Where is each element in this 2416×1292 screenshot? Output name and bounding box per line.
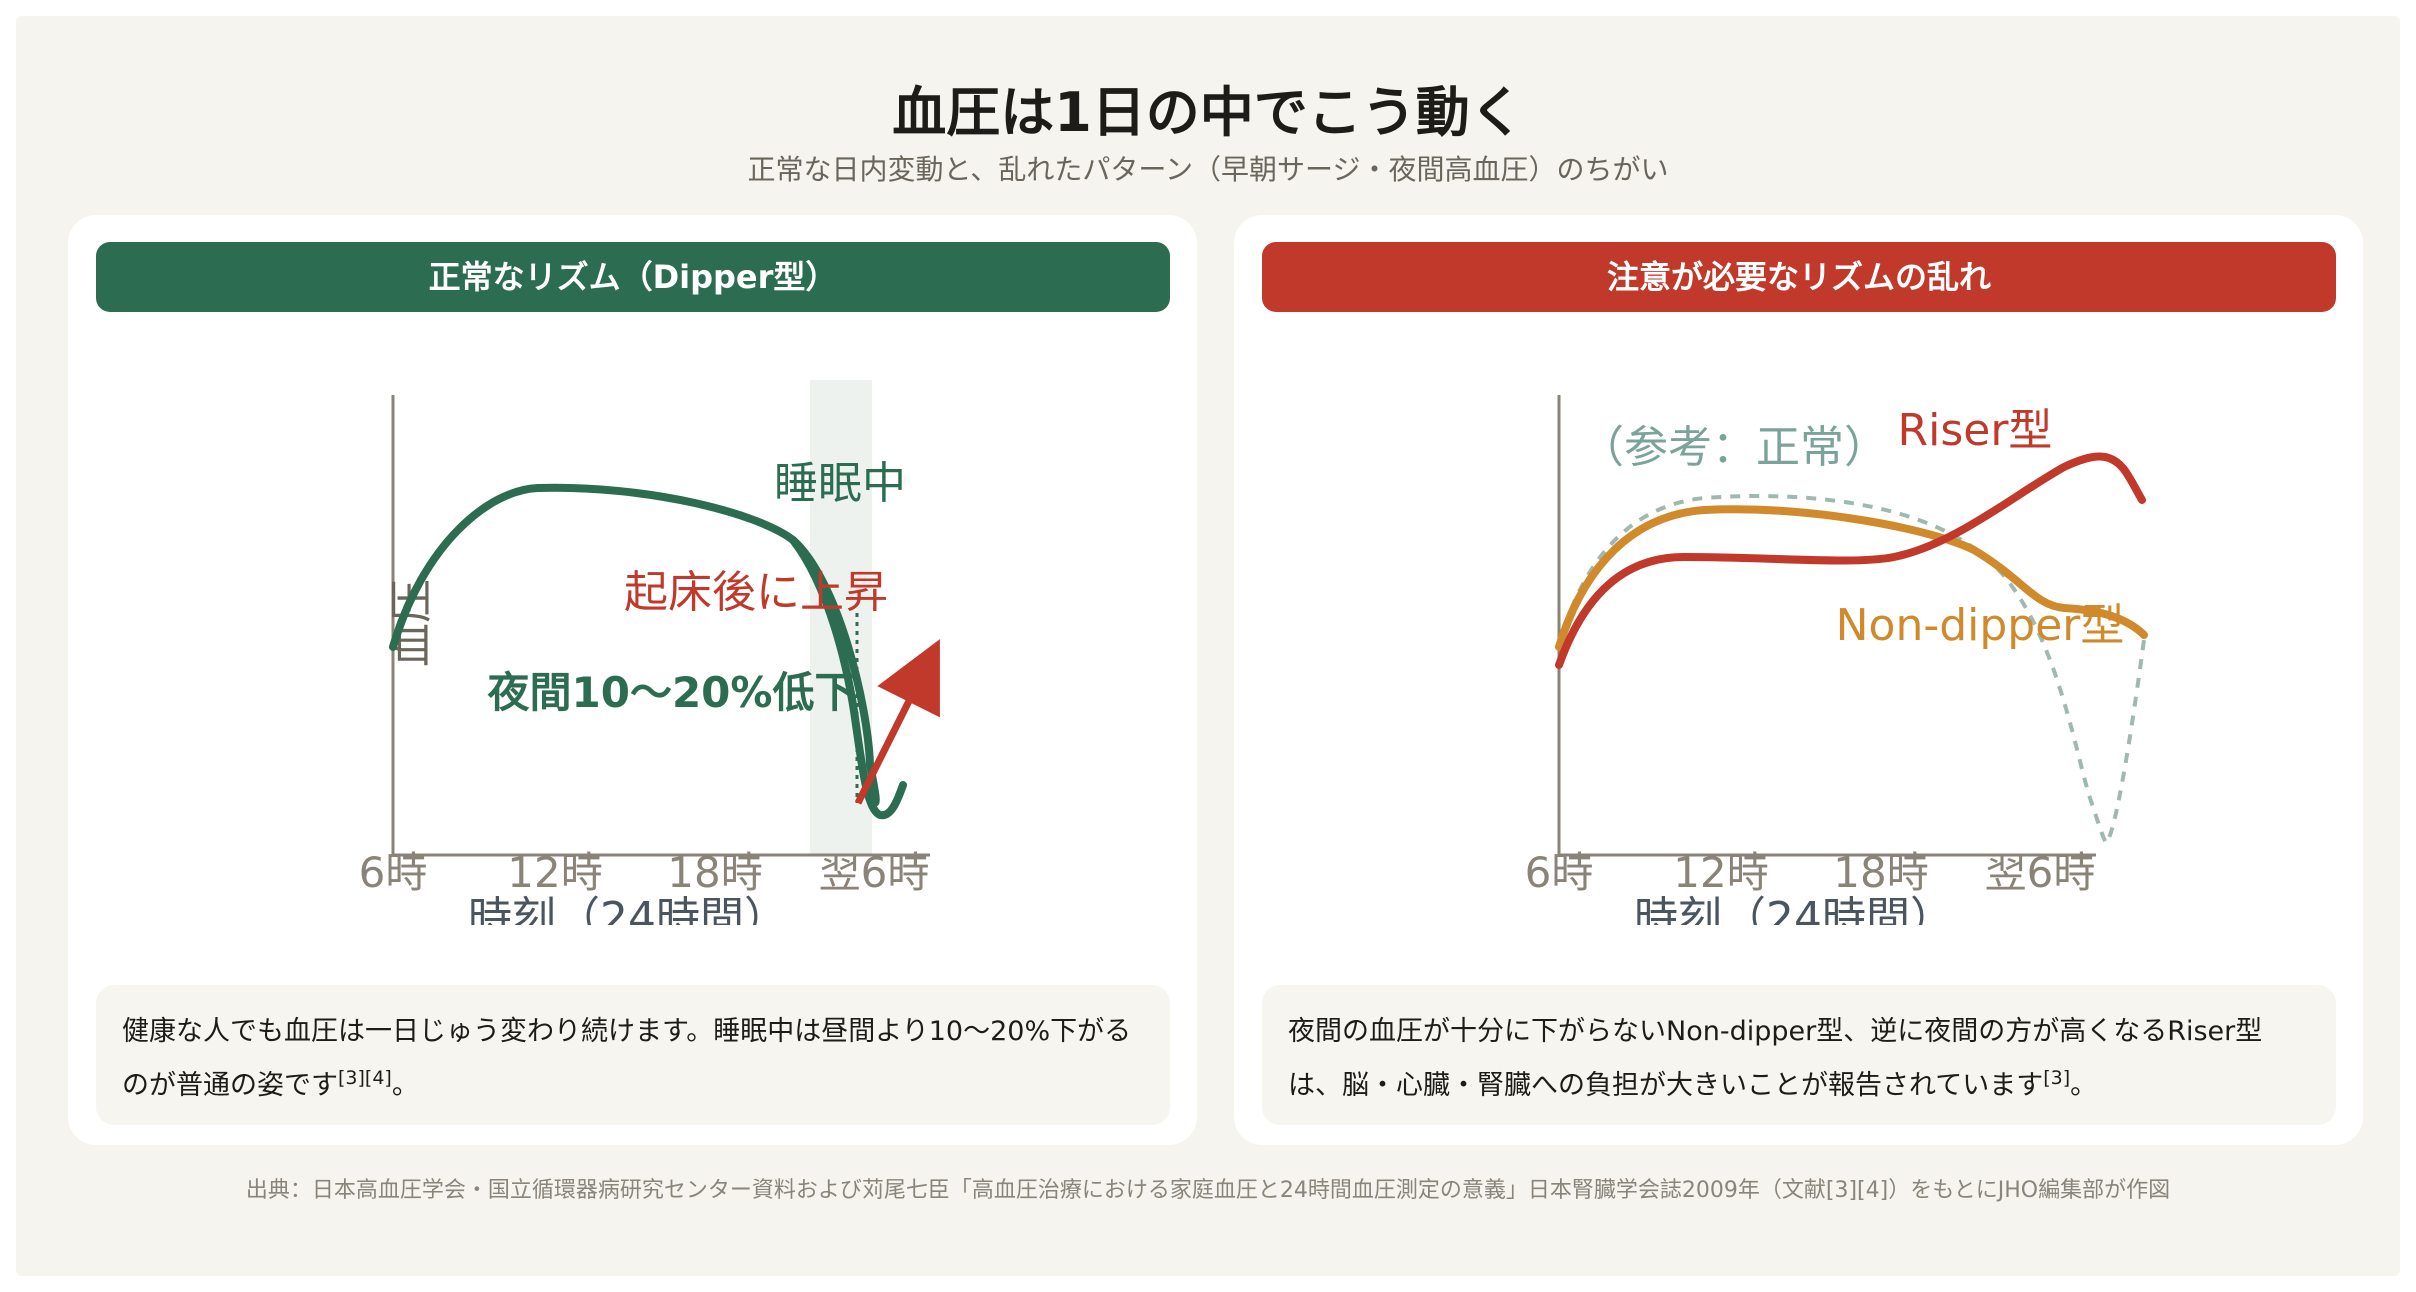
x-tick-label: 12時 [1673,848,1768,897]
reference-label: （参考：正常） [1580,422,1888,473]
irregular-rhythm-diagram: （参考：正常） Riser型 Non-dipper型 6時 12時 18時 翌6… [1525,395,2148,925]
dipper-curve [389,483,880,807]
normal-rhythm-card: 正常なリズム（Dipper型） 睡眠中 血圧 起床後に上昇 夜間10〜20%低下… [68,215,1197,1145]
irregular-rhythm-card: 注意が必要なリズムの乱れ （参考：正常） Riser型 Non-dipper型 … [1234,215,2363,1145]
x-tick-label: 翌6時 [1985,848,2096,897]
morning-rise-label: 起床後に上昇 [624,567,888,618]
reference-normal-curve [1557,494,2146,847]
note-text: 夜間の血圧が十分に下がらないNon-dipper型、逆に夜間の方が高くなるRis… [1288,1016,2263,1101]
irregular-rhythm-banner: 注意が必要なリズムの乱れ [1262,242,2336,312]
nondipper-label: Non-dipper型 [1836,600,2125,651]
x-tick-label: 6時 [359,848,428,897]
note-end: 。 [391,1070,419,1101]
x-axis-label: 時刻（24時間） [1634,893,1954,925]
x-tick-label: 18時 [667,848,762,897]
normal-rhythm-diagram: 睡眠中 血圧 起床後に上昇 夜間10〜20%低下 6時 12時 18時 翌6時 … [359,380,940,925]
x-axis-label: 時刻（24時間） [468,893,788,925]
source-citation: 出典：日本高血圧学会・国立循環器病研究センター資料および苅尾七臣「高血圧治療にお… [245,1178,2171,1203]
sleep-label: 睡眠中 [774,458,906,509]
note-citation: [3][4] [338,1067,392,1089]
page-title: 血圧は1日の中でこう動く [892,81,1524,144]
morning-rise-arrow [854,639,940,805]
riser-curve [1555,452,2146,669]
x-tick-label: 18時 [1833,848,1928,897]
dipper-curve-dip [789,536,907,820]
note-text: 健康な人でも血圧は一日じゅう変わり続けます。睡眠中は昼間より10〜20%下がるの… [122,1016,1132,1101]
riser-label: Riser型 [1898,405,2053,456]
nondipper-curve [1555,505,2148,651]
normal-rhythm-note: 健康な人でも血圧は一日じゅう変わり続けます。睡眠中は昼間より10〜20%下がるの… [96,985,1170,1125]
x-tick-label: 12時 [507,848,602,897]
x-tick-label: 6時 [1525,848,1594,897]
night-drop-label: 夜間10〜20%低下 [487,668,857,717]
note-citation: [3] [2043,1067,2071,1089]
normal-rhythm-banner: 正常なリズム（Dipper型） [96,242,1170,312]
page-subtitle: 正常な日内変動と、乱れたパターン（早朝サージ・夜間高血圧）のちがい [747,153,1669,186]
irregular-rhythm-note: 夜間の血圧が十分に下がらないNon-dipper型、逆に夜間の方が高くなるRis… [1262,985,2336,1125]
x-tick-label: 翌6時 [819,848,930,897]
note-end: 。 [2070,1070,2098,1101]
